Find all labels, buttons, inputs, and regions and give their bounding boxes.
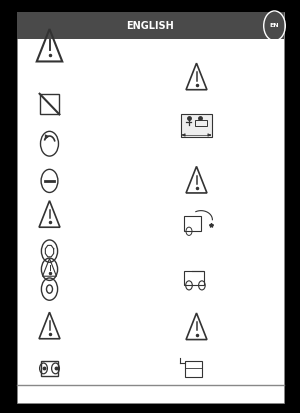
FancyBboxPatch shape [181, 114, 212, 137]
Text: EN: EN [270, 23, 279, 28]
FancyBboxPatch shape [16, 12, 283, 403]
FancyBboxPatch shape [16, 12, 283, 39]
Text: ENGLISH: ENGLISH [126, 21, 174, 31]
